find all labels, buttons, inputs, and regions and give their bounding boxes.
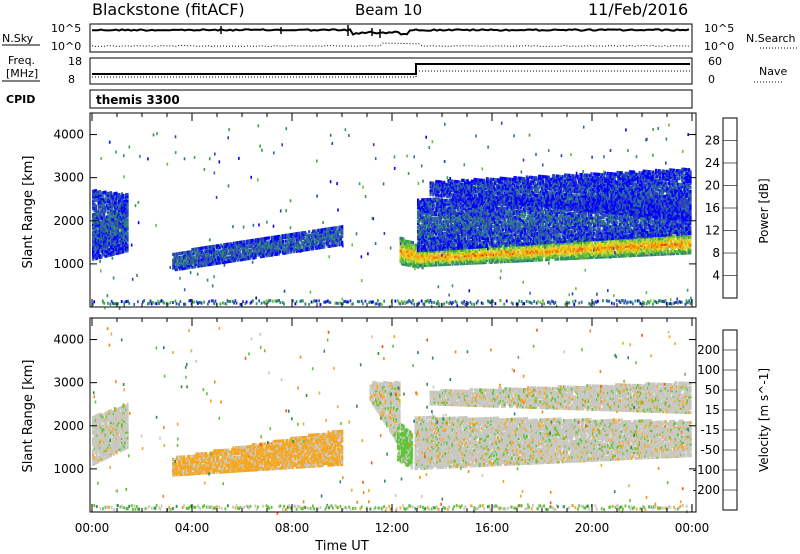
freq-tick-low: 8 [68,73,75,86]
radar-summary-plot: Blackstone (fitACF) Beam 10 11/Feb/2016 … [0,0,800,554]
date-title: 11/Feb/2016 [588,0,688,19]
heatmap-cell [95,205,97,208]
freq-label-1: Freq. [8,54,35,67]
freq-panel-frame [90,58,692,84]
noise-panel: N.Sky 10^5 10^0 10^5 10^0 N.Search [2,22,798,53]
cpid-label: CPID [6,93,35,106]
heatmap-cell [126,218,128,221]
heatmap-cell [126,232,128,235]
nsearch-label: N.Search [746,32,796,45]
station-title: Blackstone (fitACF) [92,0,245,19]
heatmap-cell [126,243,128,246]
freq-tick-high: 18 [68,55,82,68]
heatmap-cell [126,193,128,196]
cpid-panel-frame [90,90,692,108]
freq-series [92,64,690,74]
power-heatmap [92,122,693,310]
nsearch-tick-low: 10^0 [704,40,734,53]
beam-title: Beam 10 [355,1,422,19]
nsky-series [92,29,689,34]
noise-panel-frame [90,24,692,52]
heatmap-cell [110,191,112,194]
nsky-tick-high: 10^5 [51,22,81,35]
nsearch-tick-high: 10^5 [704,22,734,35]
nave-label: Nave [759,65,787,78]
cpid-value: themis 3300 [96,93,180,107]
nsearch-series [92,43,689,46]
nsky-label: N.Sky [2,32,34,45]
nsky-tick-low: 10^0 [51,40,81,53]
nave-tick-low: 0 [708,73,715,86]
freq-panel: Freq. [MHz] 18 8 60 0 Nave [2,54,787,86]
nave-tick-high: 60 [708,55,722,68]
cpid-panel: CPID themis 3300 [6,90,692,108]
freq-label-2: [MHz] [6,67,38,80]
